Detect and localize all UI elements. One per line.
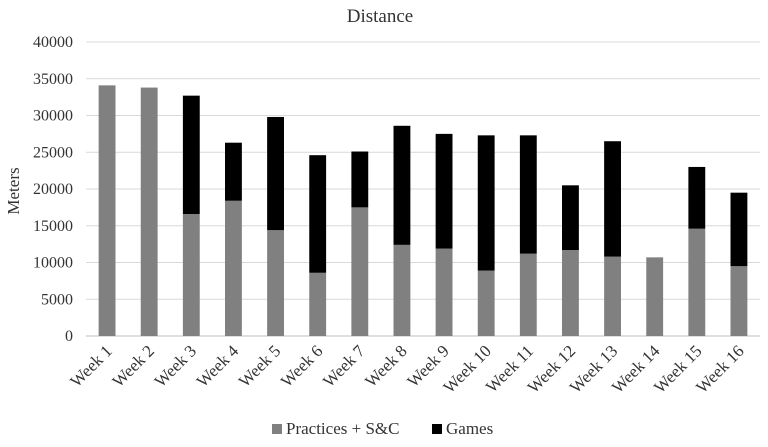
- y-tick-label: 5000: [41, 291, 73, 308]
- bar-games-week-6: [309, 155, 327, 273]
- bar-practices-week-10: [477, 270, 495, 336]
- bar-games-week-9: [435, 133, 453, 249]
- bar-practices-week-15: [688, 228, 706, 336]
- bar-practices-week-4: [225, 200, 242, 336]
- bar-games-week-7: [351, 151, 369, 208]
- y-tick-label: 20000: [33, 181, 73, 198]
- x-tick-label: Week 4: [193, 341, 243, 391]
- x-tick-label: Week 7: [319, 341, 369, 391]
- bar-practices-week-2: [140, 87, 158, 336]
- y-axis-label: Meters: [4, 167, 23, 214]
- legend-swatch-practices: [272, 424, 282, 434]
- y-tick-label: 35000: [33, 71, 73, 88]
- bar-practices-week-9: [435, 248, 453, 336]
- x-tick-label: Week 5: [235, 341, 285, 391]
- bar-practices-week-8: [393, 244, 411, 336]
- bar-games-week-15: [688, 166, 706, 229]
- bar-games-week-4: [225, 142, 242, 201]
- legend: Practices + S&C Games: [272, 419, 493, 438]
- y-tick-label: 10000: [33, 255, 73, 272]
- y-tick-label: 40000: [33, 34, 73, 51]
- x-tick-label: Week 1: [66, 341, 116, 391]
- x-tick-label: Week 2: [108, 341, 158, 391]
- bar-practices-week-5: [267, 230, 284, 336]
- bar-practices-week-16: [730, 266, 748, 336]
- bar-practices-week-14: [646, 257, 664, 336]
- bar-games-week-16: [730, 192, 748, 267]
- bar-practices-week-1: [98, 85, 116, 337]
- bar-games-week-3: [182, 95, 200, 214]
- legend-swatch-games: [432, 424, 442, 434]
- x-tick-label: Week 8: [361, 341, 411, 391]
- bar-practices-week-3: [182, 213, 200, 336]
- x-tick-label: Week 6: [277, 341, 327, 391]
- bar-practices-week-7: [351, 207, 369, 336]
- bar-games-week-10: [477, 135, 495, 271]
- legend-label-practices: Practices + S&C: [286, 419, 399, 438]
- y-tick-label: 0: [65, 328, 73, 345]
- bar-games-week-5: [267, 116, 284, 231]
- y-tick-label: 25000: [33, 144, 73, 161]
- bars: [98, 85, 748, 337]
- y-tick-label: 15000: [33, 218, 73, 235]
- x-tick-label: Week 3: [151, 341, 201, 391]
- chart-title: Distance: [347, 6, 413, 27]
- y-tick-labels: 0 5000 10000 15000 20000 25000 30000 35000 40000: [33, 34, 73, 345]
- bar-practices-week-12: [562, 250, 579, 336]
- bar-games-week-11: [519, 135, 537, 254]
- bar-games-week-8: [393, 125, 411, 245]
- legend-label-games: Games: [446, 419, 493, 438]
- x-tick-label: Week 16: [692, 341, 748, 397]
- bar-practices-week-13: [604, 256, 621, 336]
- bar-practices-week-6: [309, 272, 327, 336]
- bar-practices-week-11: [519, 253, 537, 336]
- y-tick-label: 30000: [33, 108, 73, 125]
- bar-games-week-13: [604, 141, 621, 257]
- bar-games-week-12: [562, 185, 579, 251]
